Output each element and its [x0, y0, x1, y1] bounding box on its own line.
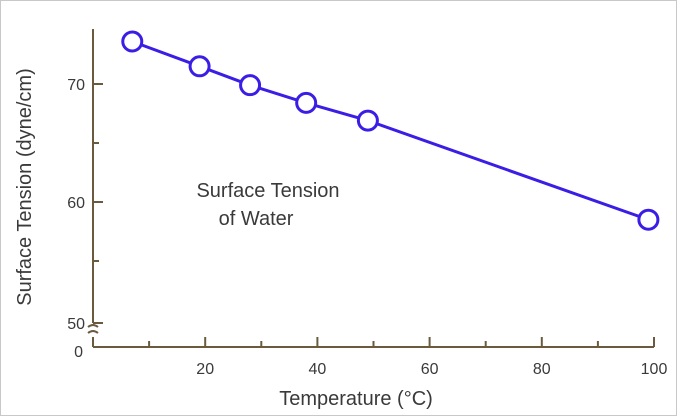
- x-tick-label: 80: [533, 361, 551, 378]
- data-point: [637, 208, 660, 231]
- data-point: [121, 30, 144, 53]
- data-point: [239, 74, 262, 97]
- y-axis-title: Surface Tension (dyne/cm): [14, 68, 36, 306]
- data-point: [356, 109, 379, 132]
- x-tick-label: 60: [421, 361, 439, 378]
- y-tick-label: 60: [67, 195, 85, 212]
- x-tick-label: 100: [641, 361, 668, 378]
- y-tick-label: 50: [67, 316, 85, 333]
- x-tick-label: 20: [196, 361, 214, 378]
- annotation-line-1: Surface Tension: [196, 180, 339, 202]
- x-tick-label: 40: [309, 361, 327, 378]
- annotation-line-2: of Water: [219, 208, 294, 230]
- data-point: [188, 55, 211, 78]
- series-line: [131, 40, 649, 222]
- data-point: [295, 91, 318, 114]
- y-break-label: 0: [74, 344, 83, 361]
- axes: 20 40 60 80 100 50 60 70 0: [67, 29, 667, 378]
- series-layer: [121, 30, 660, 231]
- y-tick-label: 70: [67, 77, 85, 94]
- y-axis-break: [87, 324, 99, 334]
- x-axis-title: Temperature (°C): [279, 388, 433, 410]
